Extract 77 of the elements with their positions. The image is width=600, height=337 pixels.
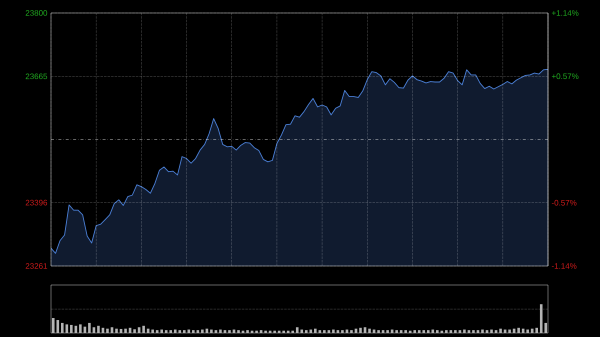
bar — [458, 330, 462, 333]
bar — [508, 330, 511, 333]
bar — [124, 328, 127, 333]
bar — [52, 318, 55, 333]
bar — [60, 322, 64, 333]
bar — [450, 330, 452, 333]
bar — [336, 330, 340, 333]
bar — [206, 328, 208, 333]
bar — [142, 326, 145, 333]
bar — [418, 330, 421, 333]
bar — [214, 330, 218, 333]
bar — [499, 328, 502, 333]
bar — [395, 330, 398, 333]
bar — [66, 324, 68, 333]
bar — [530, 328, 534, 333]
bar — [160, 330, 163, 333]
bar — [382, 330, 384, 333]
bar — [540, 304, 543, 333]
bar — [328, 330, 330, 333]
bar — [92, 327, 96, 333]
bar — [169, 330, 172, 333]
bar — [413, 330, 416, 333]
bar — [504, 330, 506, 333]
bar — [97, 326, 100, 333]
bar — [318, 330, 322, 333]
bar — [309, 330, 312, 333]
bar — [174, 330, 177, 333]
bar — [151, 330, 154, 333]
bar — [535, 328, 538, 333]
bar — [219, 330, 222, 333]
bar — [192, 330, 195, 333]
bar — [210, 330, 213, 333]
bar — [377, 330, 380, 333]
bar — [390, 330, 394, 333]
bar — [70, 324, 73, 333]
bar — [431, 330, 434, 333]
bar — [445, 330, 448, 333]
bar — [314, 328, 317, 333]
bar — [426, 330, 430, 333]
bar — [346, 330, 348, 333]
bar — [386, 330, 389, 333]
bar — [436, 330, 439, 333]
bar — [512, 328, 516, 333]
bar — [133, 329, 136, 333]
bar — [544, 322, 548, 333]
bar — [463, 330, 466, 333]
bar — [178, 330, 182, 333]
bar — [260, 330, 262, 333]
bar — [517, 328, 520, 333]
bar — [400, 330, 402, 333]
bar — [454, 330, 457, 333]
bar — [296, 327, 299, 333]
bar — [323, 330, 326, 333]
bar — [128, 328, 132, 333]
bar — [138, 327, 140, 333]
bar — [526, 330, 529, 333]
bar — [404, 330, 407, 333]
bar — [196, 330, 200, 333]
bar — [146, 328, 150, 333]
bar — [300, 330, 304, 333]
bar — [201, 330, 204, 333]
bar — [164, 330, 168, 333]
bar — [156, 330, 158, 333]
bar — [422, 330, 426, 333]
bar — [304, 330, 308, 333]
bar — [79, 324, 82, 333]
bar — [56, 320, 60, 333]
bar — [182, 330, 186, 333]
bar — [332, 330, 335, 333]
bar — [522, 328, 524, 333]
bar — [341, 330, 344, 333]
bar — [84, 326, 86, 333]
bar — [468, 330, 470, 333]
bar — [372, 330, 376, 333]
bar — [74, 326, 78, 333]
bar — [88, 322, 91, 333]
bar — [188, 330, 190, 333]
